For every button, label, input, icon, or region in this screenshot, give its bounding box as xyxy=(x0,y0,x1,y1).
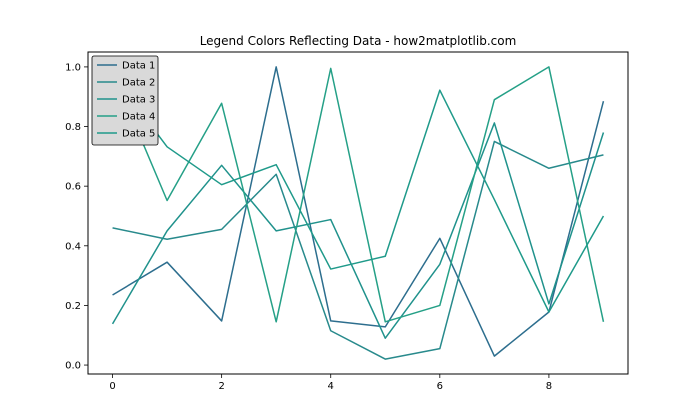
x-tick-label: 8 xyxy=(546,381,552,392)
series-line-3 xyxy=(111,122,605,339)
legend-label: Data 4 xyxy=(122,112,155,123)
y-tick-label: 0.4 xyxy=(65,241,81,252)
series-line-1 xyxy=(112,66,605,357)
chart-title: Legend Colors Reflecting Data - how2matp… xyxy=(200,34,517,48)
legend-label: Data 5 xyxy=(122,129,155,140)
legend-label: Data 2 xyxy=(122,78,155,89)
x-tick-label: 0 xyxy=(109,381,115,392)
y-tick-label: 0.6 xyxy=(65,182,81,193)
legend-box xyxy=(91,55,159,146)
legend-label: Data 1 xyxy=(122,61,155,72)
series-line-2 xyxy=(112,140,604,360)
y-tick-label: 0.2 xyxy=(65,301,81,312)
axes: 0 2 4 6 8 0.0 0.2 0.4 0.6 0.8 1.0 xyxy=(65,62,552,392)
y-tick-label: 1.0 xyxy=(65,62,81,73)
legend-label: Data 3 xyxy=(122,95,155,106)
x-tick-label: 2 xyxy=(218,381,224,392)
series-line-5 xyxy=(111,73,605,313)
series-lines xyxy=(111,66,605,360)
y-tick-label: 0.8 xyxy=(65,122,81,133)
x-tick-label: 4 xyxy=(328,381,334,392)
y-tick-label: 0.0 xyxy=(65,361,81,372)
plot-area xyxy=(87,51,629,375)
series-line-4 xyxy=(111,66,605,323)
x-tick-label: 6 xyxy=(437,381,443,392)
legend: Data 1 Data 2 Data 3 Data 4 Data 5 xyxy=(91,55,159,146)
